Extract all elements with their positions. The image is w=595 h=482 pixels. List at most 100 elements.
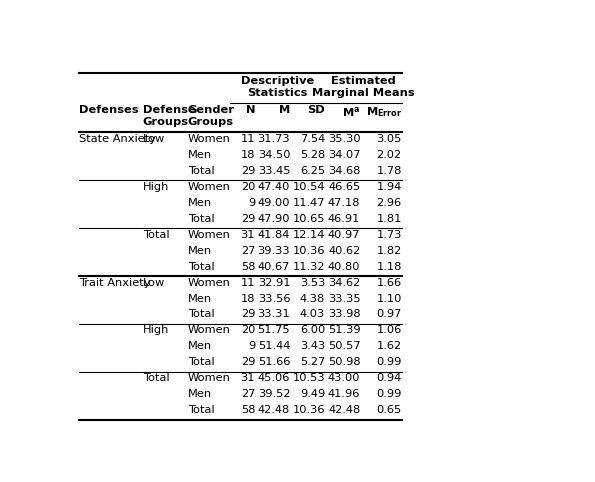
Text: 31.73: 31.73 bbox=[258, 134, 290, 144]
Text: High: High bbox=[143, 325, 169, 335]
Text: 29: 29 bbox=[241, 357, 255, 367]
Text: 34.68: 34.68 bbox=[328, 166, 361, 176]
Text: 0.99: 0.99 bbox=[377, 389, 402, 399]
Text: Estimated
Marginal Means: Estimated Marginal Means bbox=[312, 76, 415, 98]
Text: 18: 18 bbox=[240, 294, 255, 304]
Text: Defenses: Defenses bbox=[79, 105, 139, 115]
Text: 11.47: 11.47 bbox=[293, 198, 325, 208]
Text: 11: 11 bbox=[240, 278, 255, 288]
Text: 33.35: 33.35 bbox=[328, 294, 361, 304]
Text: Total: Total bbox=[188, 309, 214, 320]
Text: 41.96: 41.96 bbox=[328, 389, 361, 399]
Text: 10.36: 10.36 bbox=[293, 405, 325, 415]
Text: 27: 27 bbox=[241, 246, 255, 255]
Text: 1.66: 1.66 bbox=[377, 278, 402, 288]
Text: Men: Men bbox=[188, 294, 212, 304]
Text: 6.00: 6.00 bbox=[300, 325, 325, 335]
Text: 51.39: 51.39 bbox=[328, 325, 361, 335]
Text: 20: 20 bbox=[241, 325, 255, 335]
Text: 33.31: 33.31 bbox=[258, 309, 290, 320]
Text: 1.62: 1.62 bbox=[377, 341, 402, 351]
Text: State Anxiety: State Anxiety bbox=[79, 134, 156, 144]
Text: 58: 58 bbox=[240, 405, 255, 415]
Text: SD: SD bbox=[308, 105, 325, 115]
Text: High: High bbox=[143, 182, 169, 192]
Text: Total: Total bbox=[188, 214, 214, 224]
Text: Men: Men bbox=[188, 389, 212, 399]
Text: 4.38: 4.38 bbox=[300, 294, 325, 304]
Text: 33.56: 33.56 bbox=[258, 294, 290, 304]
Text: 18: 18 bbox=[240, 150, 255, 160]
Text: 12.14: 12.14 bbox=[293, 230, 325, 240]
Text: 34.50: 34.50 bbox=[258, 150, 290, 160]
Text: 3.43: 3.43 bbox=[300, 341, 325, 351]
Text: 1.81: 1.81 bbox=[377, 214, 402, 224]
Text: 51.66: 51.66 bbox=[258, 357, 290, 367]
Text: 10.53: 10.53 bbox=[293, 373, 325, 383]
Text: 50.57: 50.57 bbox=[328, 341, 361, 351]
Text: 10.65: 10.65 bbox=[293, 214, 325, 224]
Text: 45.06: 45.06 bbox=[258, 373, 290, 383]
Text: 41.84: 41.84 bbox=[258, 230, 290, 240]
Text: $\mathbf{M}_{\mathbf{Error}}$: $\mathbf{M}_{\mathbf{Error}}$ bbox=[366, 105, 402, 119]
Text: 11: 11 bbox=[240, 134, 255, 144]
Text: 51.75: 51.75 bbox=[258, 325, 290, 335]
Text: 33.45: 33.45 bbox=[258, 166, 290, 176]
Text: 4.03: 4.03 bbox=[300, 309, 325, 320]
Text: Women: Women bbox=[188, 182, 231, 192]
Text: 3.05: 3.05 bbox=[377, 134, 402, 144]
Text: 2.96: 2.96 bbox=[377, 198, 402, 208]
Text: Low: Low bbox=[143, 278, 165, 288]
Text: Low: Low bbox=[143, 134, 165, 144]
Text: 6.25: 6.25 bbox=[300, 166, 325, 176]
Text: 1.10: 1.10 bbox=[377, 294, 402, 304]
Text: 31: 31 bbox=[240, 230, 255, 240]
Text: 42.48: 42.48 bbox=[258, 405, 290, 415]
Text: 49.00: 49.00 bbox=[258, 198, 290, 208]
Text: 5.27: 5.27 bbox=[300, 357, 325, 367]
Text: Men: Men bbox=[188, 341, 212, 351]
Text: 29: 29 bbox=[241, 214, 255, 224]
Text: Gender
Groups: Gender Groups bbox=[188, 105, 235, 127]
Text: 27: 27 bbox=[241, 389, 255, 399]
Text: 46.65: 46.65 bbox=[328, 182, 361, 192]
Text: 9: 9 bbox=[248, 341, 255, 351]
Text: Men: Men bbox=[188, 150, 212, 160]
Text: 43.00: 43.00 bbox=[328, 373, 361, 383]
Text: Trait Anxiety: Trait Anxiety bbox=[79, 278, 151, 288]
Text: Men: Men bbox=[188, 246, 212, 255]
Text: 50.98: 50.98 bbox=[328, 357, 361, 367]
Text: N: N bbox=[246, 105, 255, 115]
Text: 1.06: 1.06 bbox=[377, 325, 402, 335]
Text: Total: Total bbox=[188, 357, 214, 367]
Text: 40.97: 40.97 bbox=[328, 230, 361, 240]
Text: 34.62: 34.62 bbox=[328, 278, 361, 288]
Text: 32.91: 32.91 bbox=[258, 278, 290, 288]
Text: Women: Women bbox=[188, 230, 231, 240]
Text: 47.18: 47.18 bbox=[328, 198, 361, 208]
Text: 58: 58 bbox=[240, 262, 255, 271]
Text: Women: Women bbox=[188, 373, 231, 383]
Text: 47.90: 47.90 bbox=[258, 214, 290, 224]
Text: 2.02: 2.02 bbox=[377, 150, 402, 160]
Text: 29: 29 bbox=[241, 309, 255, 320]
Text: 0.97: 0.97 bbox=[377, 309, 402, 320]
Text: 11.32: 11.32 bbox=[293, 262, 325, 271]
Text: 10.54: 10.54 bbox=[293, 182, 325, 192]
Text: 7.54: 7.54 bbox=[300, 134, 325, 144]
Text: 40.62: 40.62 bbox=[328, 246, 361, 255]
Text: $\mathbf{M}^{\mathbf{a}}$: $\mathbf{M}^{\mathbf{a}}$ bbox=[342, 105, 361, 119]
Text: 0.99: 0.99 bbox=[377, 357, 402, 367]
Text: M: M bbox=[279, 105, 290, 115]
Text: 29: 29 bbox=[241, 166, 255, 176]
Text: 1.18: 1.18 bbox=[377, 262, 402, 271]
Text: 5.28: 5.28 bbox=[300, 150, 325, 160]
Text: 9.49: 9.49 bbox=[300, 389, 325, 399]
Text: 40.67: 40.67 bbox=[258, 262, 290, 271]
Text: Total: Total bbox=[143, 373, 169, 383]
Text: 1.82: 1.82 bbox=[377, 246, 402, 255]
Text: 9: 9 bbox=[248, 198, 255, 208]
Text: Men: Men bbox=[188, 198, 212, 208]
Text: Total: Total bbox=[188, 262, 214, 271]
Text: Women: Women bbox=[188, 278, 231, 288]
